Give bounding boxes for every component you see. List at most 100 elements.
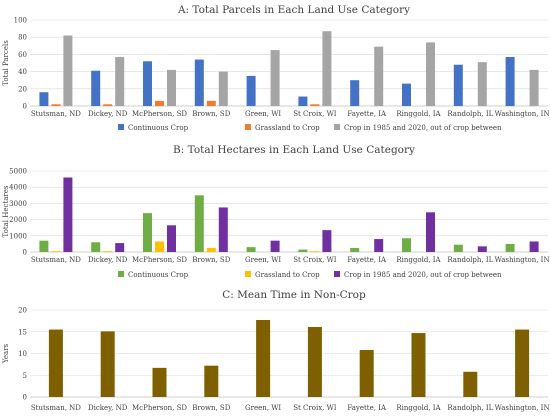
x-tick-label: Brown, SD xyxy=(192,404,230,412)
bar xyxy=(204,365,219,397)
bar xyxy=(246,247,256,252)
chart-panel-b: B: Total Hectares in Each Land Use Categ… xyxy=(2,144,550,279)
bar xyxy=(463,371,478,397)
bar xyxy=(206,247,216,252)
legend-swatch xyxy=(118,124,124,130)
y-tick-label: 2000 xyxy=(9,216,27,224)
x-tick-label: Fayette, IA xyxy=(347,404,387,412)
bar xyxy=(167,225,176,252)
bar xyxy=(39,240,49,252)
x-tick-label: Fayette, IA xyxy=(347,110,387,118)
y-tick-label: 20 xyxy=(18,85,27,93)
x-tick-label: Fayette, IA xyxy=(347,256,387,264)
x-tick-label: Stutsman, ND xyxy=(31,404,81,412)
bar xyxy=(103,104,113,106)
bar xyxy=(298,249,308,252)
bar xyxy=(270,50,280,106)
y-tick-label: 15 xyxy=(18,328,27,336)
bar xyxy=(91,70,101,106)
x-tick-label: Randolph, IL xyxy=(447,404,493,412)
bar xyxy=(477,246,487,252)
bar xyxy=(307,326,322,397)
y-tick-label: 3000 xyxy=(9,200,27,208)
bar xyxy=(505,56,515,106)
bar xyxy=(453,64,463,106)
chart-title: C: Mean Time in Non-Crop xyxy=(222,289,366,301)
legend-label: Continuous Crop xyxy=(128,271,189,279)
bar xyxy=(167,69,176,106)
bar xyxy=(51,104,61,106)
y-tick-label: 0 xyxy=(23,249,27,257)
legend-swatch xyxy=(334,271,340,277)
legend-swatch xyxy=(118,271,124,277)
bar xyxy=(310,104,320,106)
bar xyxy=(91,242,101,252)
bar xyxy=(194,59,204,106)
x-tick-label: St Croix, WI xyxy=(293,256,337,264)
x-tick-label: Randolph, IL xyxy=(447,110,493,118)
y-axis-label: Years xyxy=(2,343,10,364)
x-tick-label: Green, WI xyxy=(245,256,281,264)
bar xyxy=(322,230,332,252)
y-axis-label: Total Parcels xyxy=(2,40,10,86)
bar xyxy=(100,331,115,397)
y-tick-label: 0 xyxy=(23,394,27,402)
bar xyxy=(477,62,487,106)
bar xyxy=(350,80,360,106)
bar xyxy=(529,241,539,252)
bar xyxy=(51,251,61,252)
y-tick-label: 100 xyxy=(14,17,27,25)
legend-label: Grassland to Crop xyxy=(255,124,320,132)
bar xyxy=(270,240,280,252)
bar xyxy=(143,61,152,106)
bar xyxy=(505,243,515,252)
bar xyxy=(426,42,435,106)
x-tick-label: Washington, IN xyxy=(495,256,550,264)
bar xyxy=(155,100,164,106)
x-tick-label: Stutsman, ND xyxy=(31,256,81,264)
bar xyxy=(63,35,73,107)
x-tick-label: Washington, IN xyxy=(495,404,550,412)
x-tick-label: Dickey, ND xyxy=(88,404,128,412)
x-tick-label: Randolph, IL xyxy=(447,256,493,264)
bar xyxy=(359,350,374,397)
x-tick-label: Green, WI xyxy=(245,404,281,412)
chart-title: B: Total Hectares in Each Land Use Categ… xyxy=(173,144,415,156)
bar xyxy=(411,333,426,397)
bar xyxy=(103,251,113,252)
y-tick-label: 0 xyxy=(23,103,27,111)
bar xyxy=(206,100,216,106)
x-tick-label: Green, WI xyxy=(245,110,281,118)
x-tick-label: Ringgold, IA xyxy=(396,404,441,412)
x-tick-label: Washington, IN xyxy=(495,110,550,118)
legend-label: Crop in 1985 and 2020, out of crop betwe… xyxy=(344,124,502,132)
bar xyxy=(350,247,360,252)
y-axis-label: Total Hectares xyxy=(2,185,10,237)
bar xyxy=(246,75,256,106)
bar xyxy=(63,177,73,252)
legend-label: Crop in 1985 and 2020, out of crop betwe… xyxy=(344,271,502,279)
bar xyxy=(115,56,125,106)
bar xyxy=(402,238,411,252)
bar xyxy=(453,244,463,252)
x-tick-label: Stutsman, ND xyxy=(31,110,81,118)
chart-panel-a: A: Total Parcels in Each Land Use Catego… xyxy=(2,4,550,132)
chart-title: A: Total Parcels in Each Land Use Catego… xyxy=(177,4,410,16)
legend-swatch xyxy=(245,124,251,130)
legend-swatch xyxy=(245,271,251,277)
legend-swatch xyxy=(334,124,340,130)
bar xyxy=(39,92,49,106)
legend-label: Grassland to Crop xyxy=(255,271,320,279)
y-tick-label: 5000 xyxy=(9,168,27,176)
bar xyxy=(426,212,435,252)
y-tick-label: 20 xyxy=(18,307,27,315)
x-tick-label: McPherson, SD xyxy=(132,404,187,412)
bar xyxy=(310,251,320,252)
bar xyxy=(322,31,332,106)
y-tick-label: 60 xyxy=(18,51,27,59)
x-tick-label: St Croix, WI xyxy=(293,110,337,118)
x-tick-label: St Croix, WI xyxy=(293,404,337,412)
x-tick-label: Ringgold, IA xyxy=(396,110,441,118)
x-tick-label: McPherson, SD xyxy=(132,110,187,118)
